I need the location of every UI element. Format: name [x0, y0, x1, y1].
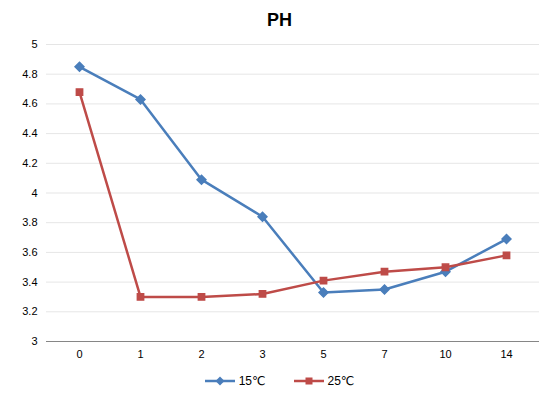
svg-text:3.4: 3.4 [22, 276, 37, 288]
html-text:15℃: 15℃ [238, 374, 266, 388]
svg-text:3.2: 3.2 [22, 305, 37, 317]
svg-text:4.4: 4.4 [22, 127, 37, 139]
svg-text:4.8: 4.8 [22, 68, 37, 80]
svg-text:7: 7 [381, 348, 387, 360]
svg-text:10: 10 [439, 348, 451, 360]
svg-text:4.2: 4.2 [22, 157, 37, 169]
svg-text:5: 5 [320, 348, 326, 360]
svg-text:3.8: 3.8 [22, 216, 37, 228]
svg-text:3.6: 3.6 [22, 246, 37, 258]
svg-text:4: 4 [31, 187, 37, 199]
html-text:PH: PH [267, 10, 292, 30]
svg-text:14: 14 [500, 348, 512, 360]
html-text:25℃: 25℃ [327, 374, 355, 388]
svg-text:3: 3 [259, 348, 265, 360]
svg-text:0: 0 [76, 348, 82, 360]
svg-text:3: 3 [31, 335, 37, 347]
svg-text:2: 2 [198, 348, 204, 360]
svg-text:5: 5 [31, 38, 37, 50]
svg-text:1: 1 [137, 348, 143, 360]
svg-text:4.6: 4.6 [22, 97, 37, 109]
